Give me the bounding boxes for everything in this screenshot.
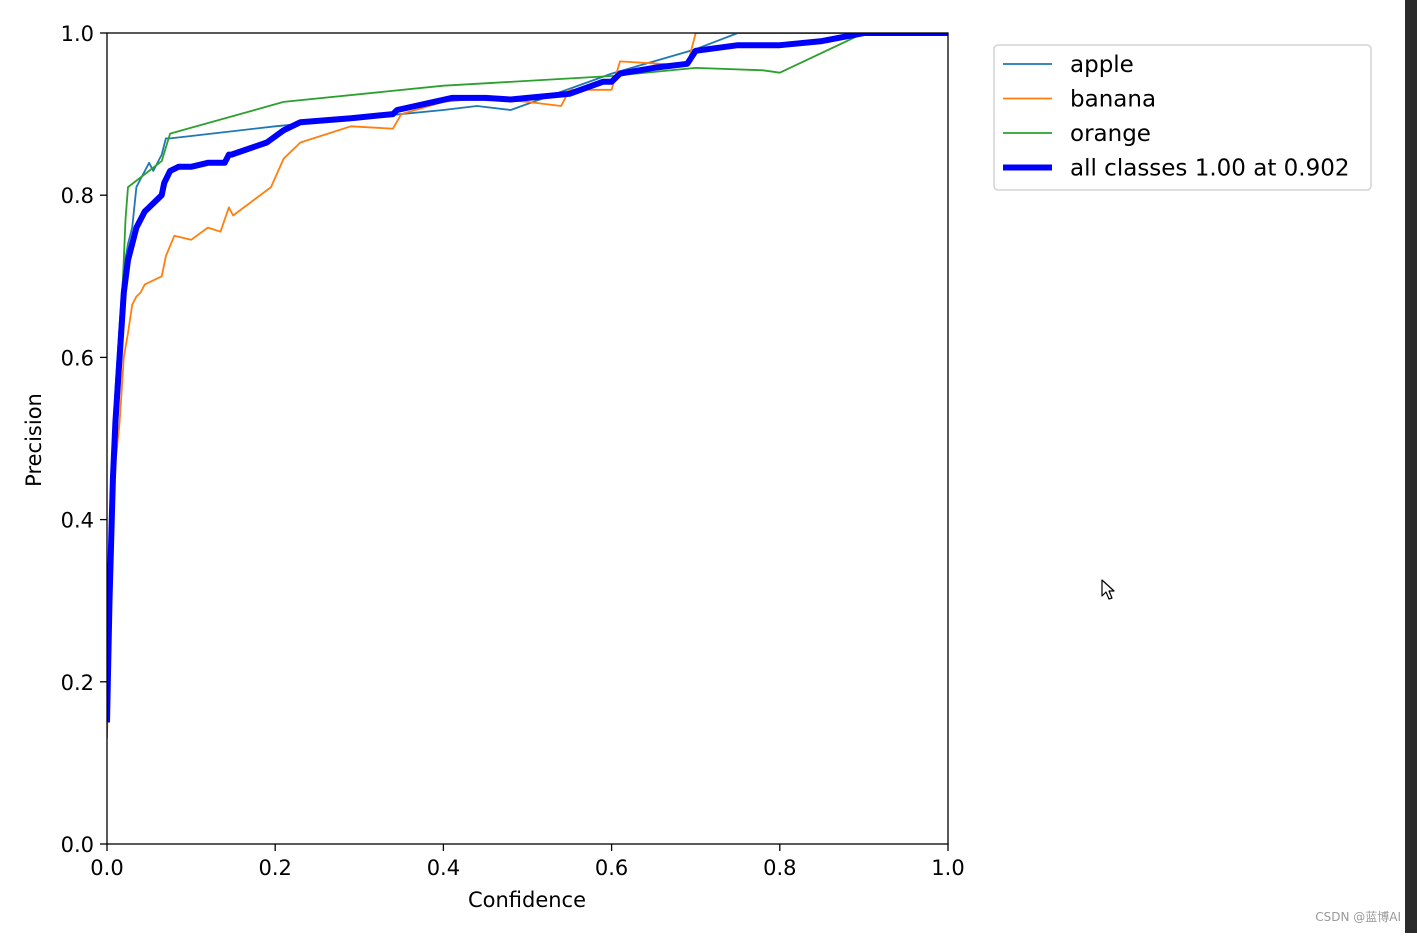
x-tick-label: 0.8 <box>763 856 796 880</box>
watermark: CSDN @蓝博AI <box>1315 910 1401 924</box>
series-line-banana <box>107 33 948 739</box>
y-tick-label: 0.4 <box>61 509 94 533</box>
legend-label: apple <box>1070 52 1134 78</box>
x-axis-title: Confidence <box>468 888 586 912</box>
x-tick-label: 1.0 <box>931 856 964 880</box>
y-tick-label: 0.6 <box>61 346 94 370</box>
y-tick-label: 0.2 <box>61 671 94 695</box>
x-tick-label: 0.2 <box>258 856 291 880</box>
series-layer <box>107 33 948 739</box>
window-edge <box>1405 0 1417 933</box>
y-axis-title: Precision <box>22 393 46 487</box>
y-tick-label: 1.0 <box>61 22 94 46</box>
series-line-apple <box>107 33 948 723</box>
legend: apple banana orange all classes 1.00 at 0.9… <box>993 44 1372 191</box>
x-tick-label: 0.0 <box>90 856 123 880</box>
x-tick-label: 0.4 <box>427 856 460 880</box>
series-line-orange <box>107 33 948 723</box>
legend-label: orange <box>1070 121 1151 147</box>
legend-frame <box>993 44 1372 191</box>
y-tick-label: 0.0 <box>61 833 94 857</box>
legend-label: banana <box>1070 87 1156 113</box>
plot-frame <box>106 32 949 845</box>
mouse-pointer-icon <box>1101 579 1115 600</box>
ticks-layer: 0.0 0.2 0.4 0.6 0.8 1.0 0.0 0.2 0.4 0.6 0.8 1.0 <box>61 22 965 880</box>
x-tick-label: 0.6 <box>595 856 628 880</box>
legend-label: all classes 1.00 at 0.902 <box>1070 156 1350 182</box>
y-tick-label: 0.8 <box>61 184 94 208</box>
series-line-all-classes <box>107 33 948 723</box>
